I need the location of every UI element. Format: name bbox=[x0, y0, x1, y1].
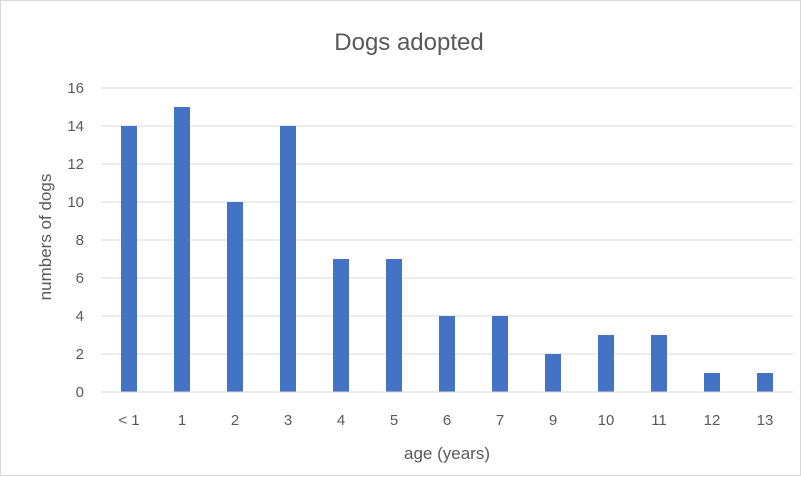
x-axis-title: age (years) bbox=[404, 444, 490, 463]
bar bbox=[492, 316, 508, 392]
y-tick-label: 2 bbox=[76, 346, 84, 363]
y-tick-label: 10 bbox=[67, 194, 84, 211]
y-tick-label: 4 bbox=[76, 308, 84, 325]
x-tick-label: 11 bbox=[651, 412, 667, 429]
x-tick-label: 10 bbox=[598, 412, 615, 429]
bar bbox=[280, 126, 296, 392]
y-tick-label: 12 bbox=[67, 156, 84, 173]
x-tick-label: 9 bbox=[549, 412, 557, 429]
bar bbox=[333, 259, 349, 392]
y-tick-label: 6 bbox=[76, 270, 84, 287]
y-tick-label: 0 bbox=[76, 384, 84, 401]
x-tick-label: 3 bbox=[284, 412, 292, 429]
bar bbox=[174, 107, 190, 392]
bars bbox=[121, 107, 773, 392]
bar bbox=[545, 354, 561, 392]
gridlines bbox=[101, 87, 793, 355]
bar bbox=[121, 126, 137, 392]
y-axis-ticks: 0 2 4 6 8 10 12 14 16 bbox=[67, 80, 84, 401]
x-tick-label: < 1 bbox=[118, 412, 139, 429]
bar bbox=[704, 373, 720, 392]
x-tick-label: 7 bbox=[496, 412, 504, 429]
y-tick-label: 8 bbox=[76, 232, 84, 249]
x-tick-label: 5 bbox=[390, 412, 398, 429]
bar bbox=[227, 202, 243, 392]
x-tick-label: 13 bbox=[757, 412, 774, 429]
x-tick-label: 2 bbox=[231, 412, 239, 429]
bar bbox=[439, 316, 455, 392]
x-tick-label: 1 bbox=[178, 412, 186, 429]
x-tick-label: 6 bbox=[443, 412, 451, 429]
bar bbox=[757, 373, 773, 392]
chart-title: Dogs adopted bbox=[334, 29, 483, 56]
bar bbox=[598, 335, 614, 392]
y-tick-label: 16 bbox=[67, 80, 84, 97]
x-axis-ticks: < 1 1 2 3 4 5 6 7 9 10 11 12 13 bbox=[118, 412, 773, 429]
bar bbox=[651, 335, 667, 392]
bar bbox=[386, 259, 402, 392]
y-axis-title: numbers of dogs bbox=[36, 174, 55, 301]
x-tick-label: 12 bbox=[704, 412, 721, 429]
y-tick-label: 14 bbox=[67, 118, 84, 135]
x-tick-label: 4 bbox=[337, 412, 345, 429]
